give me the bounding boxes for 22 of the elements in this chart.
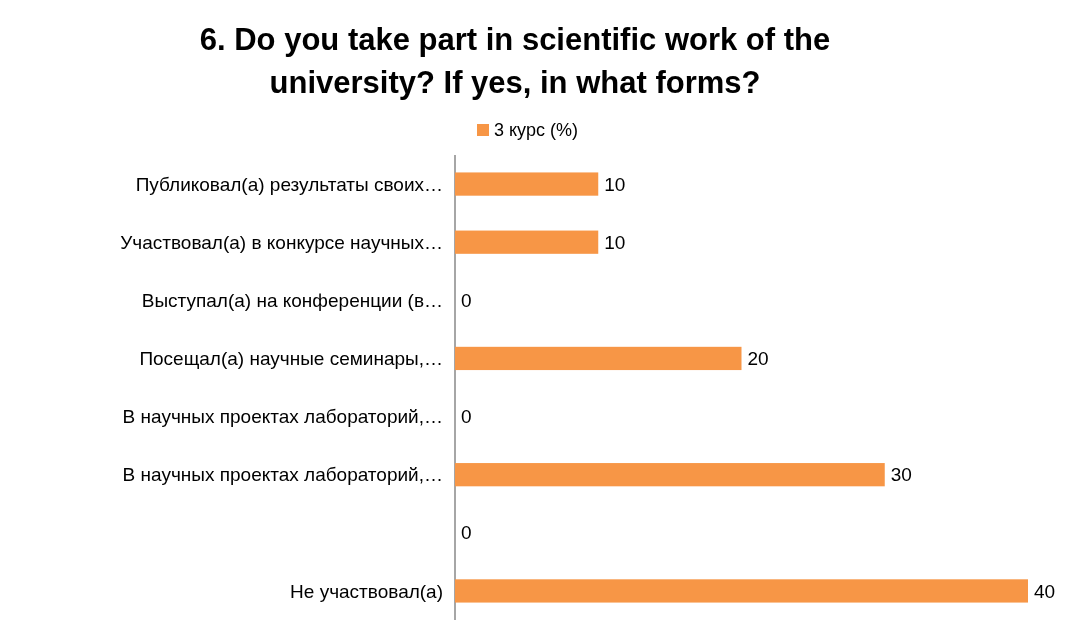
- legend-label: 3 курс (%): [494, 120, 578, 141]
- y-tick-label: Публиковал(а) результаты своих…: [135, 173, 443, 195]
- bar: [455, 230, 599, 254]
- y-tick-label: Посещал(а) научные семинары,…: [139, 348, 443, 370]
- y-tick-label: В научных проектах лабораторий,…: [122, 464, 443, 486]
- y-tick-label: Выступал(а) на конференции (в…: [141, 289, 443, 311]
- y-tick-label: Участвовал(а) в конкурсе научных…: [120, 231, 443, 253]
- data-label: 0: [461, 522, 472, 544]
- bar: [455, 346, 742, 371]
- data-label: 0: [461, 289, 472, 311]
- data-label: 10: [604, 231, 626, 253]
- bar: [455, 172, 599, 196]
- bar: [455, 579, 1028, 603]
- data-label: 40: [1034, 580, 1056, 602]
- data-label: 30: [890, 464, 912, 486]
- y-tick-label: Не участвовал(а): [290, 580, 443, 602]
- y-tick-label: В научных проектах лабораторий,…: [122, 406, 443, 428]
- bar: [455, 463, 885, 487]
- data-label: 20: [747, 348, 769, 370]
- chart-title: 6. Do you take part in scientific work of the university? If yes, in what forms?: [199, 22, 831, 100]
- data-label: 0: [461, 406, 472, 428]
- data-label: 10: [604, 173, 626, 195]
